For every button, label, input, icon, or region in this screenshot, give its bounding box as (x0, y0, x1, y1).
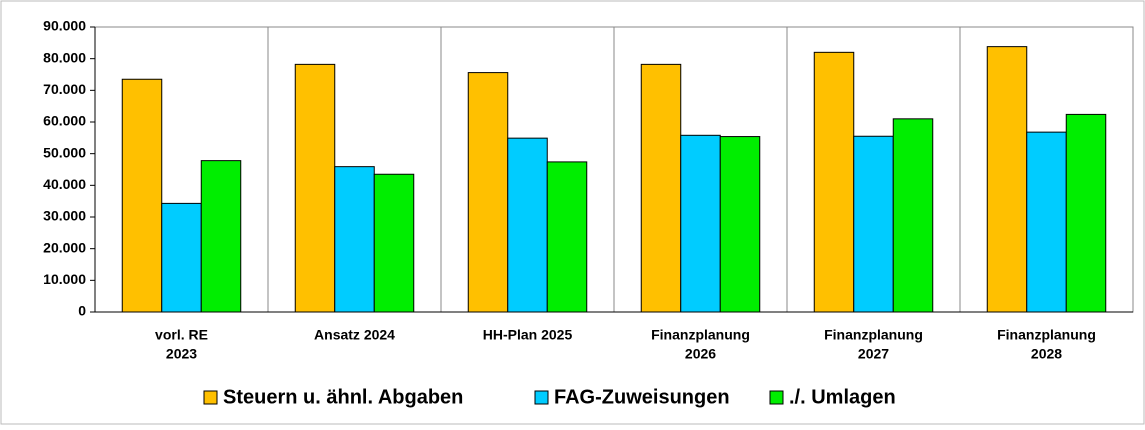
y-tick-label: 70.000 (43, 81, 86, 97)
bar (467, 72, 509, 313)
legend-label: Steuern u. ähnl. Abgaben (223, 386, 463, 408)
bar (1026, 131, 1067, 313)
legend-label: ./. Umlagen (789, 386, 896, 408)
bar (546, 161, 588, 313)
bar (507, 137, 548, 313)
bar (986, 46, 1028, 313)
x-tick-label: Finanzplanung (997, 327, 1096, 343)
x-tick-label: 2023 (166, 346, 197, 362)
bar (719, 136, 761, 313)
legend-label: FAG-Zuweisungen (554, 386, 730, 408)
x-tick-label: vorl. RE (155, 327, 208, 343)
bar (121, 78, 163, 313)
bar (373, 173, 415, 313)
x-tick-label: Finanzplanung (651, 327, 750, 343)
x-tick-label: Finanzplanung (824, 327, 923, 343)
y-tick-label: 40.000 (43, 176, 86, 192)
y-tick-label: 30.000 (43, 208, 86, 224)
bar (892, 118, 934, 313)
bar (334, 166, 375, 313)
x-tick-label: 2027 (858, 346, 889, 362)
bar (813, 51, 855, 313)
y-tick-label: 0 (78, 303, 86, 319)
y-tick-label: 20.000 (43, 239, 86, 255)
bar (680, 134, 721, 313)
y-tick-label: 50.000 (43, 144, 86, 160)
x-tick-label: HH-Plan 2025 (483, 327, 573, 343)
x-tick-label: 2028 (1031, 346, 1062, 362)
y-tick-label: 10.000 (43, 271, 86, 287)
x-tick-label: Ansatz 2024 (314, 327, 395, 343)
bar (853, 135, 894, 313)
legend-swatch (769, 390, 784, 405)
y-tick-label: 60.000 (43, 113, 86, 129)
bar (1065, 113, 1107, 313)
bar (161, 202, 202, 313)
y-tick-label: 80.000 (43, 49, 86, 65)
y-tick-label: 90.000 (43, 18, 86, 34)
legend-swatch (203, 390, 218, 405)
bar (640, 63, 682, 313)
bar (294, 63, 336, 313)
legend-swatch (534, 390, 549, 405)
bar (200, 160, 242, 313)
x-tick-label: 2026 (685, 346, 716, 362)
